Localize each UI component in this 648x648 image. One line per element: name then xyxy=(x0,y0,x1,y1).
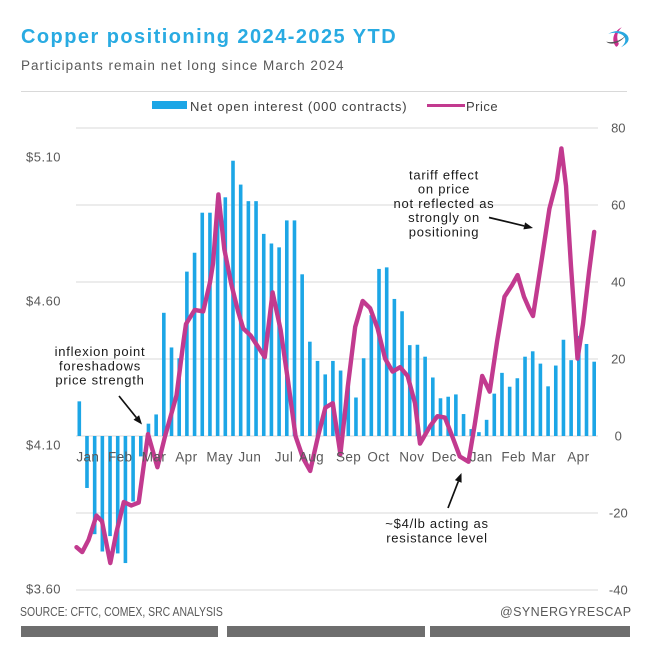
svg-text:0: 0 xyxy=(615,429,622,444)
svg-text:$5.10: $5.10 xyxy=(26,150,61,165)
svg-text:Dec: Dec xyxy=(432,450,457,465)
svg-text:not reflected as: not reflected as xyxy=(394,196,495,211)
svg-text:80: 80 xyxy=(611,121,625,136)
svg-text:$3.60: $3.60 xyxy=(26,582,61,597)
svg-text:price strength: price strength xyxy=(55,373,144,388)
svg-text:foreshadows: foreshadows xyxy=(59,358,141,373)
svg-text:Feb: Feb xyxy=(501,450,525,465)
svg-text:positioning: positioning xyxy=(409,225,479,240)
svg-text:strongly on: strongly on xyxy=(408,210,480,225)
svg-text:Sep: Sep xyxy=(336,450,361,465)
svg-text:Jan: Jan xyxy=(76,450,99,465)
svg-text:Aug: Aug xyxy=(299,450,324,465)
svg-text:on price: on price xyxy=(418,182,470,197)
svg-text:inflexion point: inflexion point xyxy=(55,344,146,359)
svg-text:-40: -40 xyxy=(609,583,628,598)
svg-text:Apr: Apr xyxy=(567,450,589,465)
svg-text:May: May xyxy=(206,450,233,465)
svg-text:60: 60 xyxy=(611,198,625,213)
svg-text:Nov: Nov xyxy=(399,450,424,465)
svg-text:Apr: Apr xyxy=(175,450,197,465)
svg-text:Jun: Jun xyxy=(238,450,261,465)
svg-text:$4.10: $4.10 xyxy=(26,438,61,453)
svg-text:$4.60: $4.60 xyxy=(26,294,61,309)
svg-text:-20: -20 xyxy=(609,506,628,521)
svg-text:Feb: Feb xyxy=(108,450,132,465)
svg-text:~$4/lb acting as: ~$4/lb acting as xyxy=(385,516,488,531)
svg-text:20: 20 xyxy=(611,352,625,367)
svg-text:Oct: Oct xyxy=(367,450,389,465)
svg-text:Jul: Jul xyxy=(275,450,293,465)
svg-text:40: 40 xyxy=(611,275,625,290)
svg-text:Jan: Jan xyxy=(470,450,493,465)
svg-text:tariff effect: tariff effect xyxy=(409,167,479,182)
svg-text:Mar: Mar xyxy=(531,450,556,465)
svg-text:resistance level: resistance level xyxy=(386,530,488,545)
svg-text:Mar: Mar xyxy=(142,450,167,465)
